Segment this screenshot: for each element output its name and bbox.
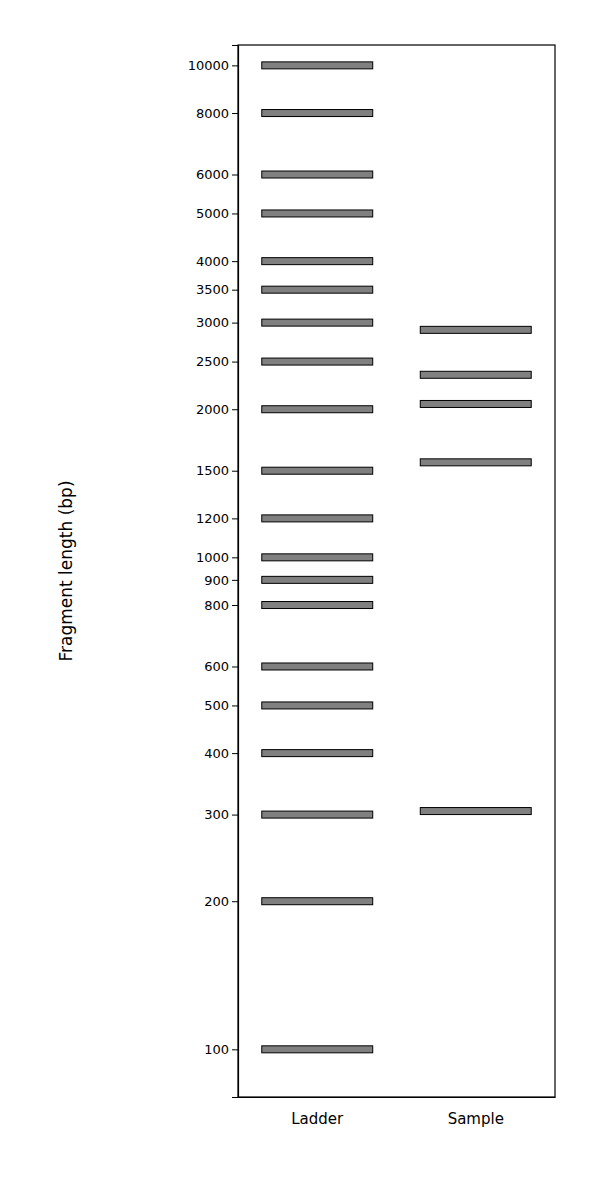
band bbox=[262, 515, 373, 522]
band bbox=[262, 576, 373, 583]
x-tick: Ladder bbox=[291, 1097, 344, 1128]
y-tick-mark bbox=[232, 518, 238, 519]
y-tick: 400 bbox=[204, 746, 238, 761]
chart: 100 200 300 400 500 600 800 900 1000 1200 1500 2000… bbox=[0, 0, 600, 1200]
band bbox=[262, 750, 373, 757]
band bbox=[420, 808, 531, 815]
y-tick-mark bbox=[232, 409, 238, 410]
y-tick-mark bbox=[232, 261, 238, 262]
y-tick: 900 bbox=[204, 573, 238, 588]
y-tick-mark bbox=[232, 557, 238, 558]
y-tick-mark bbox=[232, 213, 238, 214]
y-tick: 300 bbox=[204, 807, 238, 822]
y-tick: 8000 bbox=[196, 106, 238, 121]
band bbox=[420, 371, 531, 378]
y-tick-label: 600 bbox=[204, 659, 229, 674]
y-tick-label: 500 bbox=[204, 698, 229, 713]
y-tick: 1200 bbox=[196, 511, 238, 526]
y-tick-label: 800 bbox=[204, 598, 229, 613]
y-tick-mark bbox=[232, 605, 238, 606]
y-tick-label: 1200 bbox=[196, 511, 229, 526]
y-tick: 2000 bbox=[196, 402, 238, 417]
y-tick: 3000 bbox=[196, 315, 238, 330]
band bbox=[262, 286, 373, 293]
frame bbox=[238, 45, 555, 1097]
y-tick-label: 1500 bbox=[196, 463, 229, 478]
y-tick-label: 300 bbox=[204, 807, 229, 822]
y-tick-label: 400 bbox=[204, 746, 229, 761]
y-tick: 200 bbox=[204, 894, 238, 909]
y-tick-label: 8000 bbox=[196, 106, 229, 121]
y-tick-label: 5000 bbox=[196, 206, 229, 221]
plot: 100 200 300 400 500 600 800 900 1000 1200 1500 2000… bbox=[188, 45, 556, 1128]
y-tick-mark bbox=[232, 815, 238, 816]
y-tick-label: 10000 bbox=[188, 58, 229, 73]
y-tick: 500 bbox=[204, 698, 238, 713]
band bbox=[262, 358, 373, 365]
band bbox=[262, 811, 373, 818]
y-tick-mark bbox=[232, 471, 238, 472]
band bbox=[262, 171, 373, 178]
x-tick-label: Ladder bbox=[291, 1110, 344, 1128]
band bbox=[420, 326, 531, 333]
band bbox=[262, 1046, 373, 1053]
y-tick-mark bbox=[232, 362, 238, 363]
x-axis-line bbox=[239, 1097, 556, 1098]
y-tick: 4000 bbox=[196, 254, 238, 269]
y-axis: 100 200 300 400 500 600 800 900 1000 1200 1500 2000… bbox=[188, 46, 239, 1098]
y-tick-label: 200 bbox=[204, 894, 229, 909]
y-tick-label: 4000 bbox=[196, 254, 229, 269]
band bbox=[420, 400, 531, 407]
y-tick: 100 bbox=[204, 1042, 238, 1057]
y-tick-mark bbox=[232, 65, 238, 66]
y-tick-label: 900 bbox=[204, 573, 229, 588]
y-tick-mark bbox=[232, 290, 238, 291]
band bbox=[262, 210, 373, 217]
y-tick-label: 2000 bbox=[196, 402, 229, 417]
y-tick-mark bbox=[232, 901, 238, 902]
y-tick-mark bbox=[232, 580, 238, 581]
y-tick-label: 100 bbox=[204, 1042, 229, 1057]
y-tick-mark bbox=[232, 705, 238, 706]
y-tick-mark bbox=[232, 175, 238, 176]
y-tick: 600 bbox=[204, 659, 238, 674]
y-tick: 5000 bbox=[196, 206, 238, 221]
y-tick: 6000 bbox=[196, 167, 238, 182]
band bbox=[262, 258, 373, 265]
band bbox=[262, 406, 373, 413]
x-tick-label: Sample bbox=[448, 1110, 504, 1128]
band bbox=[262, 319, 373, 326]
y-tick: 2500 bbox=[196, 354, 238, 369]
band bbox=[262, 898, 373, 905]
y-tick-label: 2500 bbox=[196, 354, 229, 369]
y-tick: 1000 bbox=[196, 550, 238, 565]
y-tick: 800 bbox=[204, 598, 238, 613]
band bbox=[420, 459, 531, 466]
y-tick-mark bbox=[232, 113, 238, 114]
x-axis: Ladder Sample bbox=[239, 1097, 556, 1128]
band bbox=[262, 663, 373, 670]
x-tick: Sample bbox=[448, 1097, 504, 1128]
y-tick-mark bbox=[232, 323, 238, 324]
y-axis-title: Fragment length (bp) bbox=[56, 480, 76, 661]
y-tick-label: 3000 bbox=[196, 315, 229, 330]
y-axis-line bbox=[232, 46, 239, 1098]
band bbox=[262, 467, 373, 474]
band bbox=[262, 702, 373, 709]
band bbox=[262, 62, 373, 69]
band bbox=[262, 554, 373, 561]
y-tick-label: 1000 bbox=[196, 550, 229, 565]
y-tick-mark bbox=[232, 666, 238, 667]
y-tick-label: 6000 bbox=[196, 167, 229, 182]
y-tick-mark bbox=[232, 1049, 238, 1050]
bands bbox=[262, 62, 531, 1053]
y-tick: 1500 bbox=[196, 463, 238, 478]
y-tick-mark bbox=[232, 753, 238, 754]
band bbox=[262, 602, 373, 609]
y-tick: 3500 bbox=[196, 282, 238, 297]
y-tick-label: 3500 bbox=[196, 282, 229, 297]
band bbox=[262, 110, 373, 117]
y-tick: 10000 bbox=[188, 58, 238, 73]
